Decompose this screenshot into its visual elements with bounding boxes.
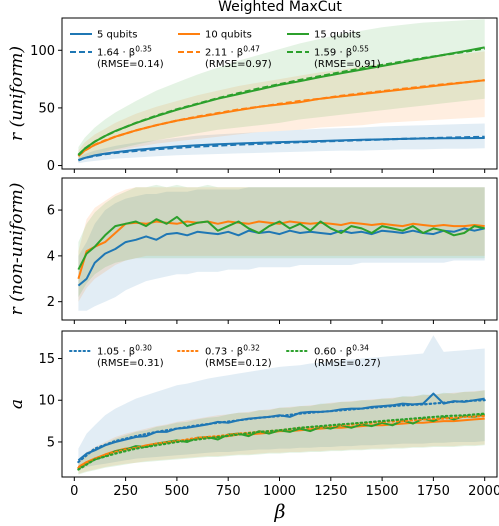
plot-area [77,19,485,164]
x-tick-label: 1750 [417,484,450,499]
legend-sub-label: (RMSE=0.97) [205,59,272,70]
confidence-band-2 [78,184,485,298]
legend-label: 10 qubits [205,30,252,41]
series-line-4 [77,79,485,157]
y-tick-label: 2 [47,295,55,310]
x-axis-label: β [274,501,286,523]
y-tick-label: 0 [47,159,55,174]
series-line-0 [77,227,485,287]
x-tick-label: 1000 [263,484,296,499]
legend-label: 1.05 · β0.30 [97,344,152,358]
x-tick-label: 1500 [366,484,399,499]
legend-sub-label: (RMSE=0.31) [97,358,164,369]
legend-label: 1.64 · β0.35 [97,45,152,59]
series-line-3 [77,399,486,464]
series-line-1 [77,220,485,280]
legend-sub-label: (RMSE=0.91) [314,59,381,70]
plot-area [77,335,486,475]
legend-exponent: 0.30 [135,344,152,353]
x-tick-label: 750 [216,484,241,499]
legend-exponent: 0.35 [135,45,152,54]
series-line-2 [77,215,485,271]
confidence-band-1 [78,187,485,302]
x-tick-label: 500 [164,484,189,499]
legend-exponent: 0.47 [243,45,260,54]
confidence-band-1 [78,51,485,163]
legend-label: 2.11 · β0.47 [205,45,260,59]
series-line-5 [77,47,485,157]
series-line-5 [77,412,486,471]
legend-label: 5 qubits [97,30,137,41]
legend-exponent: 0.34 [352,344,369,353]
confidence-band-0 [78,187,485,311]
y-tick-label: 15 [38,352,55,367]
legend: 1.05 · β0.30(RMSE=0.31)0.73 · β0.32(RMSE… [69,344,381,369]
y-tick-label: 50 [38,101,55,116]
legend-exponent: 0.32 [243,344,260,353]
x-tick-label: 2000 [468,484,499,499]
y-axis-label: r (non-uniform) [7,183,27,316]
legend-sub-label: (RMSE=0.12) [205,358,272,369]
x-tick-label: 0 [70,484,78,499]
panel-a: 5 10 15 0 250 500 750 1000 1250 1500 1750 2000 a 1.05… [7,330,499,499]
legend-exponent: 0.55 [352,45,369,54]
confidence-band-2 [78,390,485,475]
y-tick-label: 4 [47,249,55,264]
chart-title: Weighted MaxCut [218,0,342,15]
panel-non-uniform: 2 4 6 r (non-uniform) [7,177,498,324]
confidence-band-2 [78,19,485,161]
confidence-band-0 [78,335,485,471]
legend-sub-label: (RMSE=0.14) [97,59,164,70]
y-tick-label: 5 [47,435,55,450]
legend-label: 15 qubits [314,30,361,41]
y-axis-label: a [7,399,27,409]
series-line-3 [78,135,485,162]
y-tick-label: 100 [30,44,55,59]
plot-area [77,184,485,311]
legend-sub-label: (RMSE=0.27) [314,358,381,369]
y-tick-label: 6 [47,204,55,219]
x-tick-label: 250 [113,484,138,499]
confidence-band-0 [78,123,485,164]
legend-label: 0.60 · β0.34 [314,344,369,358]
legend-label: 0.73 · β0.32 [205,344,260,358]
y-tick-label: 10 [38,394,55,409]
y-axis-label: r (uniform) [7,46,27,141]
x-tick-label: 1250 [314,484,347,499]
